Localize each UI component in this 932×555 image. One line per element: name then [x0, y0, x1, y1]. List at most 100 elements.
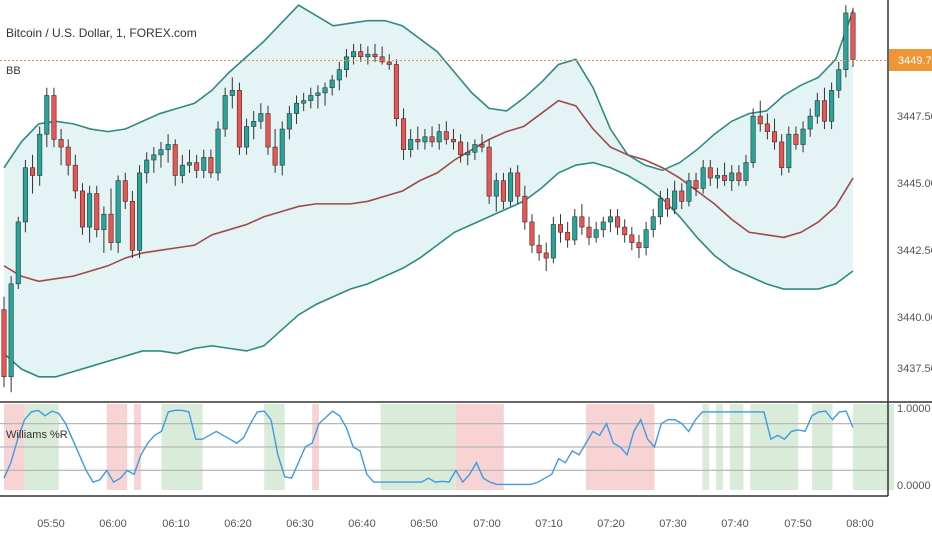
candle-up: [365, 53, 371, 58]
candle-down: [486, 146, 492, 197]
wr-tick: 1.0000: [897, 403, 931, 415]
candle-up: [137, 172, 143, 251]
candle-up: [465, 151, 471, 156]
candle-up: [600, 221, 606, 230]
candle-down: [622, 226, 628, 236]
candle-up: [286, 113, 292, 130]
candle-down: [401, 118, 407, 150]
time-axis[interactable]: 05:50 06:00 06:10 06:20 06:30 06:40 06:5…: [37, 518, 874, 530]
price-tick: 3442.50: [897, 245, 932, 257]
candle-down: [122, 180, 128, 202]
candle-up: [294, 102, 300, 114]
candle-down: [636, 242, 642, 249]
candle-down: [515, 172, 521, 197]
candle-down: [108, 213, 114, 243]
time-tick: 06:40: [348, 518, 376, 530]
candle-down: [586, 226, 592, 238]
candle-down: [479, 144, 485, 148]
candle-up: [186, 162, 193, 166]
time-tick: 07:00: [473, 518, 501, 530]
candle-up: [786, 133, 792, 169]
candle-down: [72, 164, 78, 192]
candle-up: [750, 115, 756, 163]
candle-down: [386, 61, 392, 65]
price-tick: 3437.50: [897, 363, 932, 375]
candle-down: [779, 141, 785, 169]
candle-up: [657, 198, 663, 218]
time-tick: 06:10: [162, 518, 190, 530]
candle-up: [87, 193, 93, 228]
candle-down: [722, 175, 728, 181]
candle-up: [315, 92, 321, 96]
price-tick: 3445.00: [897, 178, 932, 190]
candle-up: [800, 128, 806, 145]
candle-up: [493, 180, 499, 197]
candle-down: [1, 309, 7, 378]
candle-up: [151, 154, 157, 161]
candle-up: [22, 167, 28, 223]
candle-up: [729, 172, 735, 181]
candle-up: [179, 164, 185, 176]
bb-upper-line: [3, 4, 854, 172]
time-tick: 08:00: [846, 518, 874, 530]
candle-down: [664, 198, 671, 210]
candle-down: [443, 131, 449, 140]
candle-up: [229, 90, 235, 96]
candle-up: [44, 95, 50, 135]
candle-up: [508, 172, 514, 202]
candle-up: [215, 128, 221, 174]
candle-down: [172, 144, 178, 176]
candle-down: [379, 56, 385, 63]
candle-down: [94, 193, 100, 230]
price-axis[interactable]: 3447.50 3445.00 3442.50 3440.00 3437.50 …: [897, 111, 932, 492]
candle-down: [679, 190, 685, 202]
candle-up: [550, 224, 556, 259]
candle-up: [165, 144, 171, 150]
candle-down: [65, 146, 71, 166]
candle-down: [850, 12, 856, 60]
candle-up: [158, 149, 164, 156]
candle-down: [429, 136, 435, 143]
candle-up: [843, 12, 849, 70]
candle-down: [208, 157, 214, 174]
candle-down: [522, 195, 528, 223]
candle-up: [408, 139, 414, 150]
candle-down: [458, 141, 464, 156]
candle-up: [472, 144, 478, 153]
candle-down: [372, 53, 378, 58]
candle-up: [714, 175, 720, 179]
bb-lower-line: [3, 161, 854, 378]
price-tick: 3447.50: [897, 111, 932, 123]
candle-down: [557, 224, 563, 233]
time-tick: 06:30: [286, 518, 314, 530]
candle-up: [686, 180, 692, 202]
candle-down: [51, 95, 57, 140]
candle-up: [301, 100, 307, 104]
candle-up: [308, 95, 314, 101]
indicator-levels: [0, 423, 888, 471]
williams-r-line: [3, 409, 854, 486]
last-price-box: [889, 49, 932, 71]
chart-title: Bitcoin / U.S. Dollar, 1, FOREX.com: [6, 26, 197, 40]
candle-up: [700, 167, 706, 189]
candle-down: [129, 200, 135, 251]
candle-up: [8, 283, 14, 378]
candle-down: [194, 162, 200, 171]
candle-down: [736, 172, 742, 181]
candle-up: [672, 190, 678, 210]
price-tick: 3440.00: [897, 312, 932, 324]
wr-tick: 0.0000: [897, 480, 931, 492]
candles: [1, 5, 856, 393]
candle-down: [393, 64, 399, 120]
candle-down: [415, 139, 421, 143]
candle-down: [536, 244, 542, 254]
candle-up: [829, 90, 835, 122]
candle-down: [79, 190, 85, 228]
candle-down: [529, 221, 535, 246]
bollinger-bands: [3, 4, 854, 378]
candle-up: [422, 136, 428, 143]
time-tick: 06:50: [410, 518, 438, 530]
candle-up: [650, 216, 656, 230]
